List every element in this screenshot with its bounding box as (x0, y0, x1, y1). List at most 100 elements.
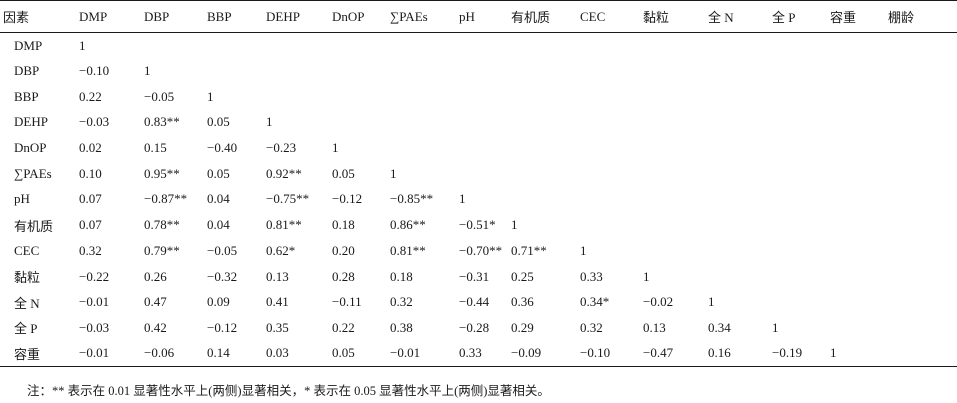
table-cell: −0.01 (76, 340, 141, 367)
table-cell: −0.23 (266, 140, 297, 156)
table-cell: 1 (79, 37, 86, 53)
table-cell (640, 58, 705, 84)
table-cell (263, 58, 329, 84)
table-cell: 0.34* (580, 294, 610, 310)
table-cell: −0.40 (207, 140, 238, 156)
table-cell (577, 187, 640, 213)
table-cell: 0.03 (263, 340, 329, 367)
table-cell: 0.62* (266, 242, 296, 258)
table-cell: 0.95** (144, 165, 180, 181)
table-cell (577, 84, 640, 110)
column-header: 全 P (769, 0, 827, 33)
table-cell: 0.05 (207, 165, 230, 181)
column-header: CEC (577, 0, 640, 33)
table-cell (141, 33, 204, 59)
column-header: pH (456, 0, 508, 33)
table-cell: −0.10 (577, 340, 640, 367)
table-cell: 1 (827, 340, 885, 367)
table-cell (705, 212, 769, 238)
table-cell: −0.10 (79, 63, 110, 79)
table-cell: 0.05 (332, 165, 355, 181)
table-cell (456, 110, 508, 136)
row-label: DEHP (14, 114, 48, 130)
table-cell (577, 135, 640, 161)
table-cell: −0.11 (332, 294, 362, 310)
table-footnote: 注：** 表示在 0.01 显著性水平上(两侧)显著相关，* 表示在 0.05 … (27, 384, 550, 398)
table-cell (885, 33, 957, 59)
table-cell (263, 33, 329, 59)
table-cell (456, 58, 508, 84)
table-cell (640, 238, 705, 264)
table-cell: 0.42 (144, 319, 167, 335)
table-row: BBP 0.22 −0.05 1 (0, 84, 957, 110)
table-cell (640, 33, 705, 59)
table-cell: 1 (390, 165, 397, 181)
table-cell (885, 110, 957, 136)
table-cell (827, 289, 885, 315)
table-cell: −0.22 (79, 268, 110, 284)
table-cell (705, 135, 769, 161)
table-cell (885, 161, 957, 187)
column-header: 容重 (827, 0, 885, 33)
table-cell: −0.32 (207, 268, 238, 284)
table-cell: 0.32 (79, 242, 102, 258)
table-cell (769, 58, 827, 84)
table-cell (827, 110, 885, 136)
row-label: 全 N (14, 295, 40, 311)
table-row: 容重 −0.01 −0.06 0.14 0.03 0.05 −0.01 0.33 −0.09 −0… (0, 340, 957, 367)
corner-header: 因素 (0, 0, 76, 33)
table-cell (387, 84, 456, 110)
table-cell (508, 110, 577, 136)
table-body: DMP 1 DBP −0.10 1 BBP 0.22 −0.05 1 DEHP −0.03 0.83*… (0, 33, 957, 367)
table-cell: 1 (643, 268, 650, 284)
table-cell: −0.05 (144, 88, 175, 104)
table-cell (577, 161, 640, 187)
column-header: DBP (141, 0, 204, 33)
table-cell (329, 110, 387, 136)
table-cell (508, 161, 577, 187)
table-cell (885, 264, 957, 290)
table-cell (769, 212, 827, 238)
table-cell (640, 135, 705, 161)
table-cell: 0.05 (329, 340, 387, 367)
table-cell: −0.70** (459, 242, 503, 258)
table-cell (827, 84, 885, 110)
table-row: DnOP 0.02 0.15 −0.40 −0.23 1 (0, 135, 957, 161)
table-cell (885, 212, 957, 238)
table-cell: 1 (580, 242, 587, 258)
table-cell: 0.86** (390, 217, 426, 233)
table-cell: −0.87** (144, 191, 188, 207)
column-header: DnOP (329, 0, 387, 33)
column-header: 全 N (705, 0, 769, 33)
table-cell (387, 135, 456, 161)
table-cell: 1 (708, 294, 715, 310)
table-cell: 0.13 (266, 268, 289, 284)
table-cell (456, 84, 508, 110)
table-cell: 0.14 (204, 340, 263, 367)
table-cell: 0.16 (705, 340, 769, 367)
table-cell (204, 58, 263, 84)
table-cell: −0.31 (459, 268, 490, 284)
table-cell: 0.92** (266, 165, 302, 181)
table-cell (705, 110, 769, 136)
table-cell: 0.32 (390, 294, 413, 310)
row-label: ∑PAEs (14, 165, 52, 181)
column-header: DEHP (263, 0, 329, 33)
table-cell: 0.32 (580, 319, 603, 335)
table-row: DBP −0.10 1 (0, 58, 957, 84)
table-cell (204, 33, 263, 59)
table-row: CEC 0.32 0.79** −0.05 0.62* 0.20 0.81** −0.70**… (0, 238, 957, 264)
table-cell: 0.38 (390, 319, 413, 335)
table-cell (769, 135, 827, 161)
table-cell (885, 315, 957, 341)
table-cell (577, 33, 640, 59)
table-cell (769, 289, 827, 315)
table-cell (827, 315, 885, 341)
table-cell: 0.25 (511, 268, 534, 284)
table-cell (885, 58, 957, 84)
table-cell (769, 110, 827, 136)
row-label: 全 P (14, 321, 38, 337)
table-cell: 1 (266, 114, 273, 130)
